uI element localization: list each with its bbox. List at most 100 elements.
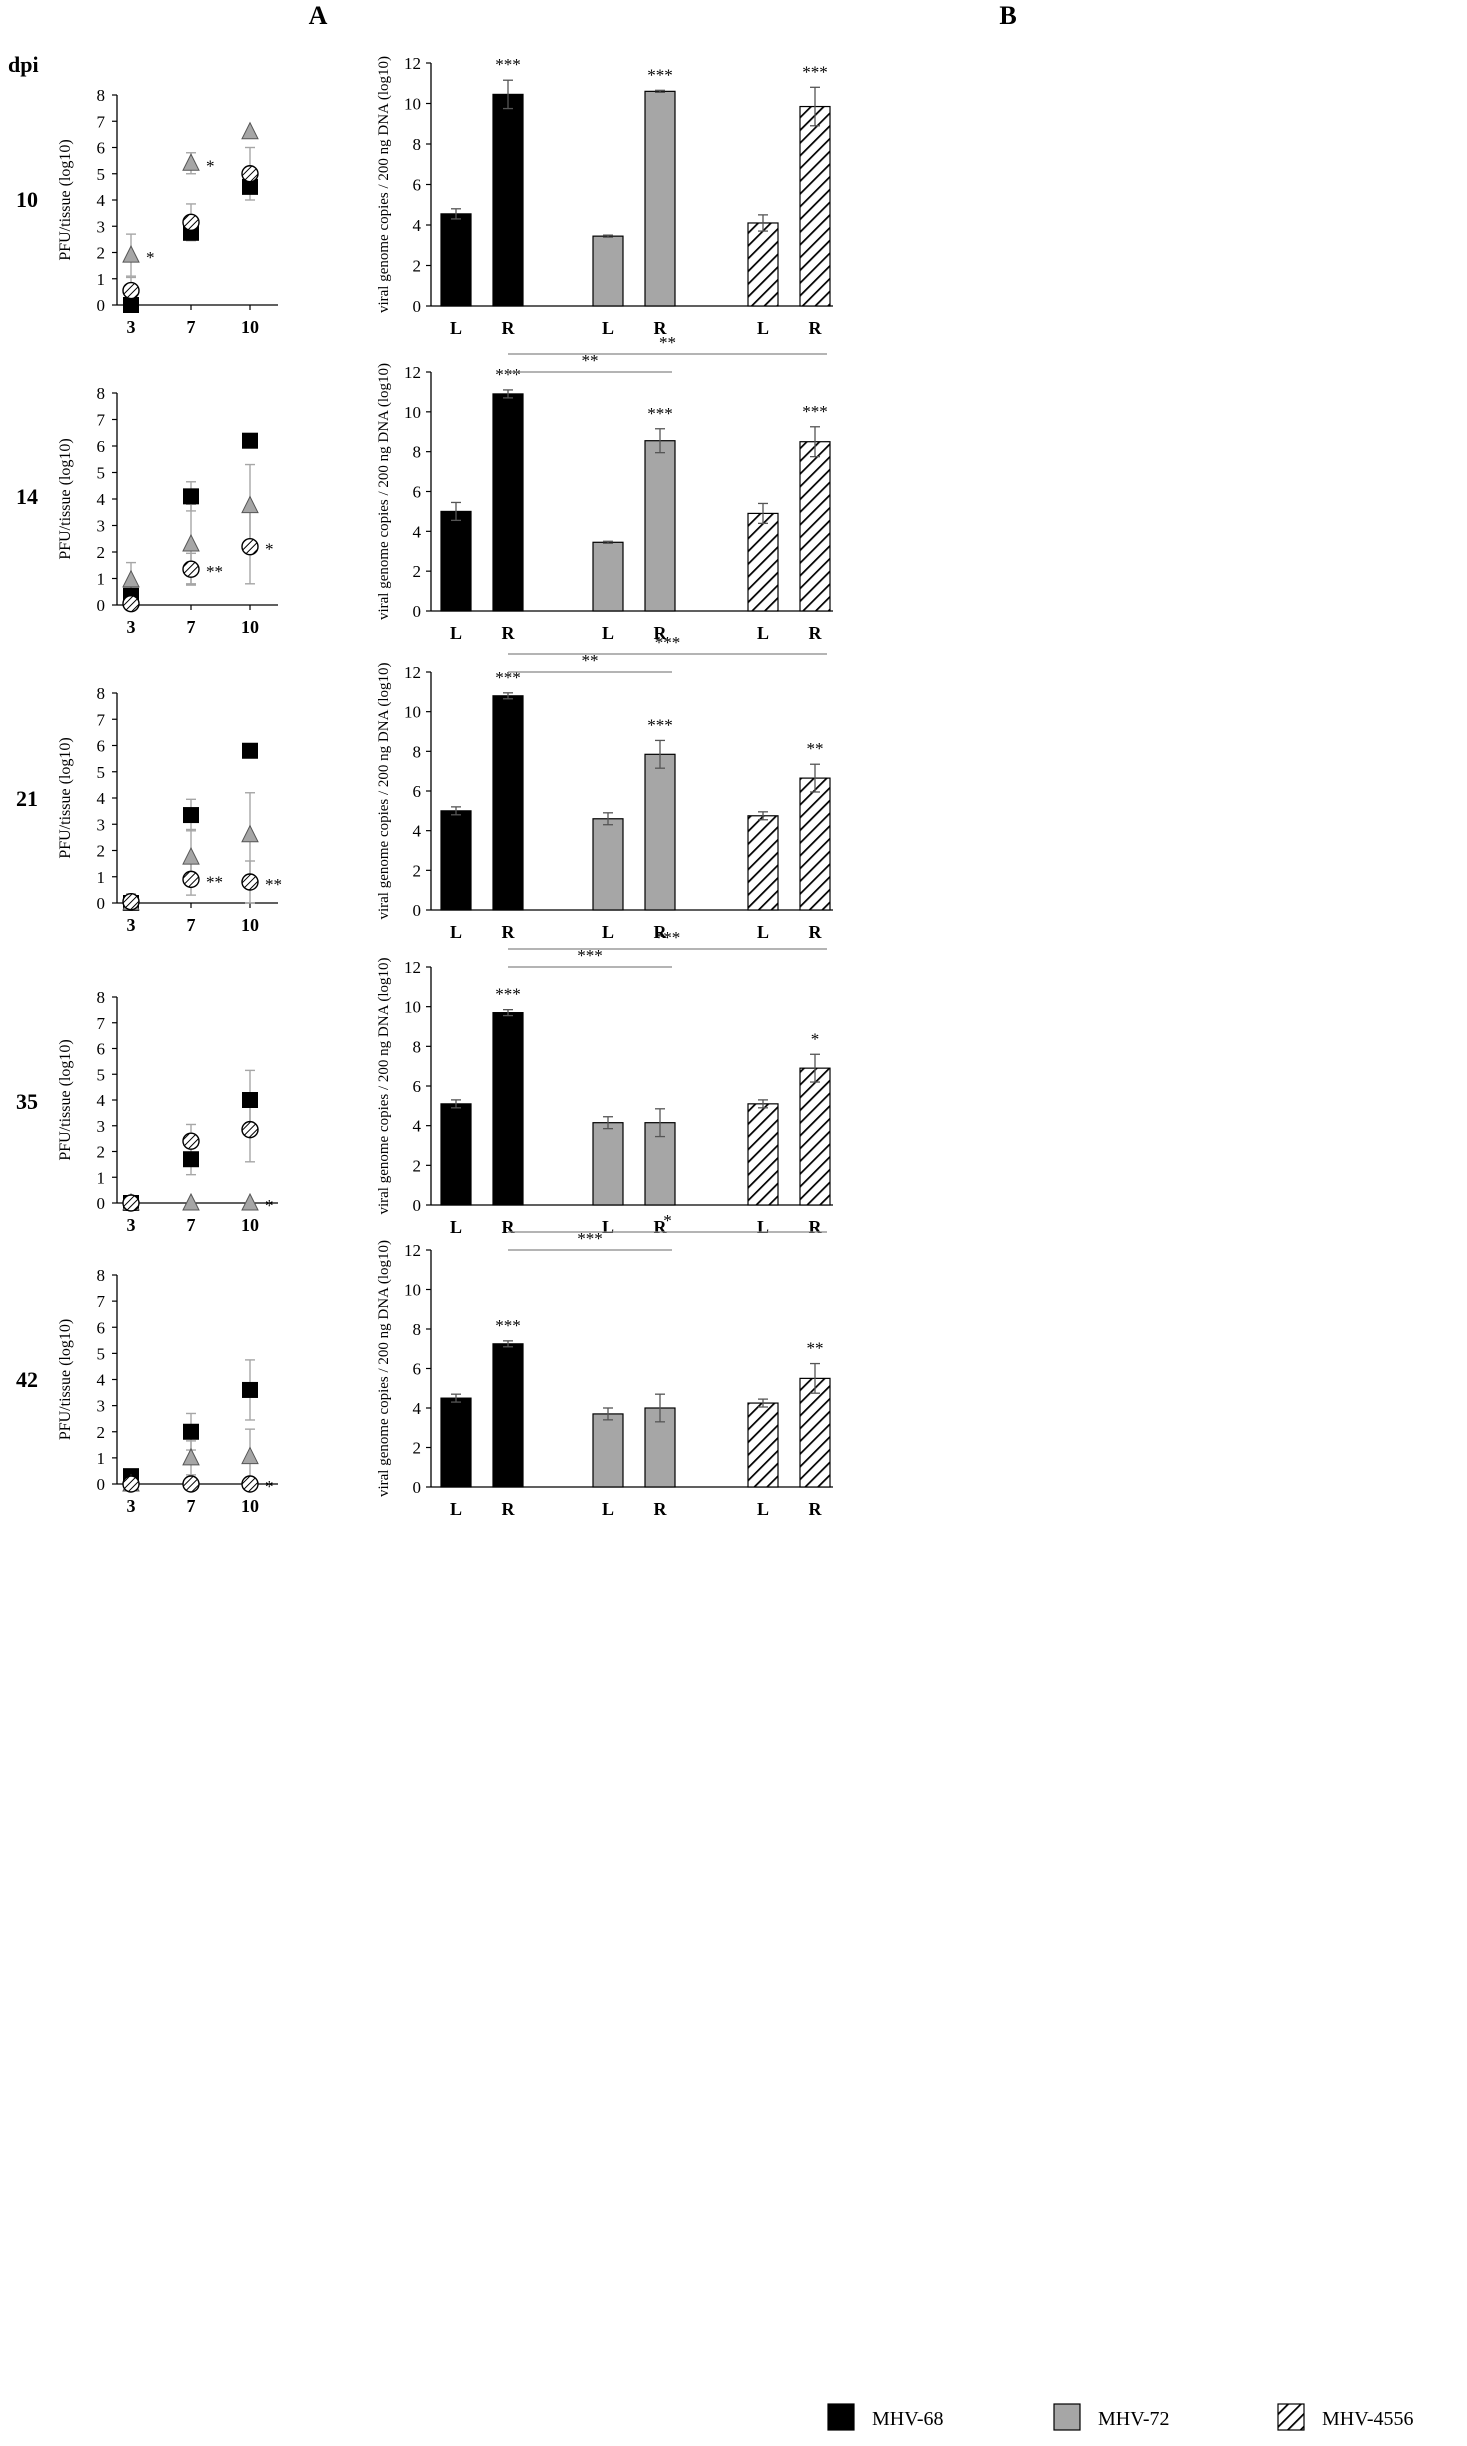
x-tick-label: L	[450, 1217, 462, 1237]
significance-label: ***	[495, 1316, 521, 1335]
y-axis-label: PFU/tissue (log10)	[57, 438, 74, 559]
triangle-marker	[241, 495, 259, 514]
significance-label: **	[206, 872, 223, 891]
hatched-circle-marker	[241, 873, 259, 891]
significance-label: **	[206, 562, 223, 581]
y-tick-label: 6	[97, 139, 106, 158]
x-tick-label: R	[809, 1499, 823, 1519]
legend-swatch	[1277, 2403, 1305, 2431]
x-tick-label: 10	[241, 915, 259, 935]
triangle-marker	[182, 1447, 200, 1466]
triangle-marker	[182, 846, 200, 865]
bar	[592, 818, 624, 911]
y-tick-label: 6	[97, 1040, 106, 1059]
x-tick-label: R	[502, 623, 516, 643]
significance-label: **	[265, 875, 282, 894]
triangle-marker	[122, 245, 140, 263]
y-tick-label: 0	[97, 296, 106, 315]
bar	[644, 440, 676, 612]
y-tick-label: 8	[97, 384, 106, 403]
hatched-circle-marker	[182, 560, 200, 578]
y-tick-label: 1	[97, 270, 106, 289]
hatched-circle-marker	[122, 1475, 140, 1493]
y-tick-label: 8	[97, 1266, 106, 1285]
row-label: 21	[16, 786, 38, 811]
y-tick-label: 10	[404, 1281, 421, 1300]
y-tick-label: 10	[404, 403, 421, 422]
bar	[492, 695, 524, 911]
x-tick-label: R	[654, 922, 668, 942]
x-tick-label: 7	[187, 317, 196, 337]
triangle-marker	[182, 1192, 200, 1211]
y-tick-label: 2	[97, 842, 106, 861]
y-tick-label: 6	[413, 483, 422, 502]
y-tick-label: 4	[413, 216, 422, 235]
x-tick-label: 10	[241, 1496, 259, 1516]
bar	[440, 1103, 472, 1206]
y-tick-label: 6	[413, 176, 422, 195]
y-tick-label: 5	[97, 763, 106, 782]
hatched-circle-marker	[182, 870, 200, 889]
bar	[747, 1402, 779, 1488]
y-axis-label: PFU/tissue (log10)	[57, 1319, 74, 1440]
x-tick-label: R	[502, 318, 516, 338]
y-tick-label: 0	[413, 602, 422, 621]
y-tick-label: 12	[404, 363, 421, 382]
x-tick-label: 3	[127, 617, 136, 637]
y-tick-label: 7	[97, 1014, 106, 1033]
x-tick-label: 10	[241, 617, 259, 637]
comparison-significance: **	[582, 651, 599, 670]
bar-chart-35: 0 2 4 6 8 10 12 viral genome copies / 200 ng DN…	[376, 928, 833, 1237]
row-label: 42	[16, 1367, 38, 1392]
square-marker	[123, 297, 139, 313]
x-tick-label: R	[809, 1217, 823, 1237]
bar	[440, 213, 472, 307]
x-tick-label: L	[757, 318, 769, 338]
square-marker	[183, 807, 199, 824]
y-tick-label: 0	[413, 1478, 422, 1497]
y-tick-label: 1	[97, 1168, 106, 1187]
y-tick-label: 3	[97, 217, 106, 236]
y-tick-label: 8	[413, 1320, 422, 1339]
significance-label: **	[807, 1339, 824, 1358]
bar	[644, 753, 676, 911]
bar	[440, 810, 472, 911]
hatched-circle-marker	[122, 892, 140, 911]
y-tick-label: 3	[97, 1117, 106, 1136]
y-axis-label: viral genome copies / 200 ng DNA (log10)	[376, 56, 392, 313]
x-tick-label: 7	[187, 1215, 196, 1235]
x-tick-label: L	[602, 922, 614, 942]
legend-label: MHV-4556	[1322, 2408, 1414, 2430]
triangle-marker	[241, 1446, 259, 1465]
bar	[592, 1122, 624, 1206]
x-tick-label: L	[450, 922, 462, 942]
x-tick-label: L	[602, 1499, 614, 1519]
bar	[440, 510, 472, 612]
x-tick-label: L	[757, 1499, 769, 1519]
x-tick-label: R	[502, 1499, 516, 1519]
y-tick-label: 6	[413, 1077, 422, 1096]
y-tick-label: 0	[413, 297, 422, 316]
y-tick-label: 3	[97, 815, 106, 834]
y-tick-label: 4	[97, 191, 106, 210]
y-tick-label: 10	[404, 998, 421, 1017]
x-tick-label: 3	[127, 915, 136, 935]
y-tick-label: 6	[97, 737, 106, 756]
x-tick-label: L	[450, 1499, 462, 1519]
y-axis-label: viral genome copies / 200 ng DNA (log10)	[376, 363, 392, 620]
scatter-chart-21: 21 0 1 2 3 4 5 6 7 8 3 7 10 PFU/tissue (log10) ** **	[16, 684, 282, 935]
bar	[799, 105, 831, 307]
x-tick-label: L	[757, 1217, 769, 1237]
scatter-chart-10: 10 0 1 2 3 4 5 6 7 8 3 7 10 PFU/tissue (log10) * *	[16, 86, 278, 337]
y-tick-label: 2	[97, 543, 106, 562]
x-tick-label: 10	[241, 1215, 259, 1235]
bar	[440, 1397, 472, 1488]
y-tick-label: 2	[413, 1439, 422, 1458]
x-tick-label: R	[654, 623, 668, 643]
y-tick-label: 5	[97, 464, 106, 483]
comparison-significance: *	[663, 1211, 672, 1230]
y-tick-label: 0	[97, 894, 106, 913]
y-tick-label: 1	[97, 1449, 106, 1468]
